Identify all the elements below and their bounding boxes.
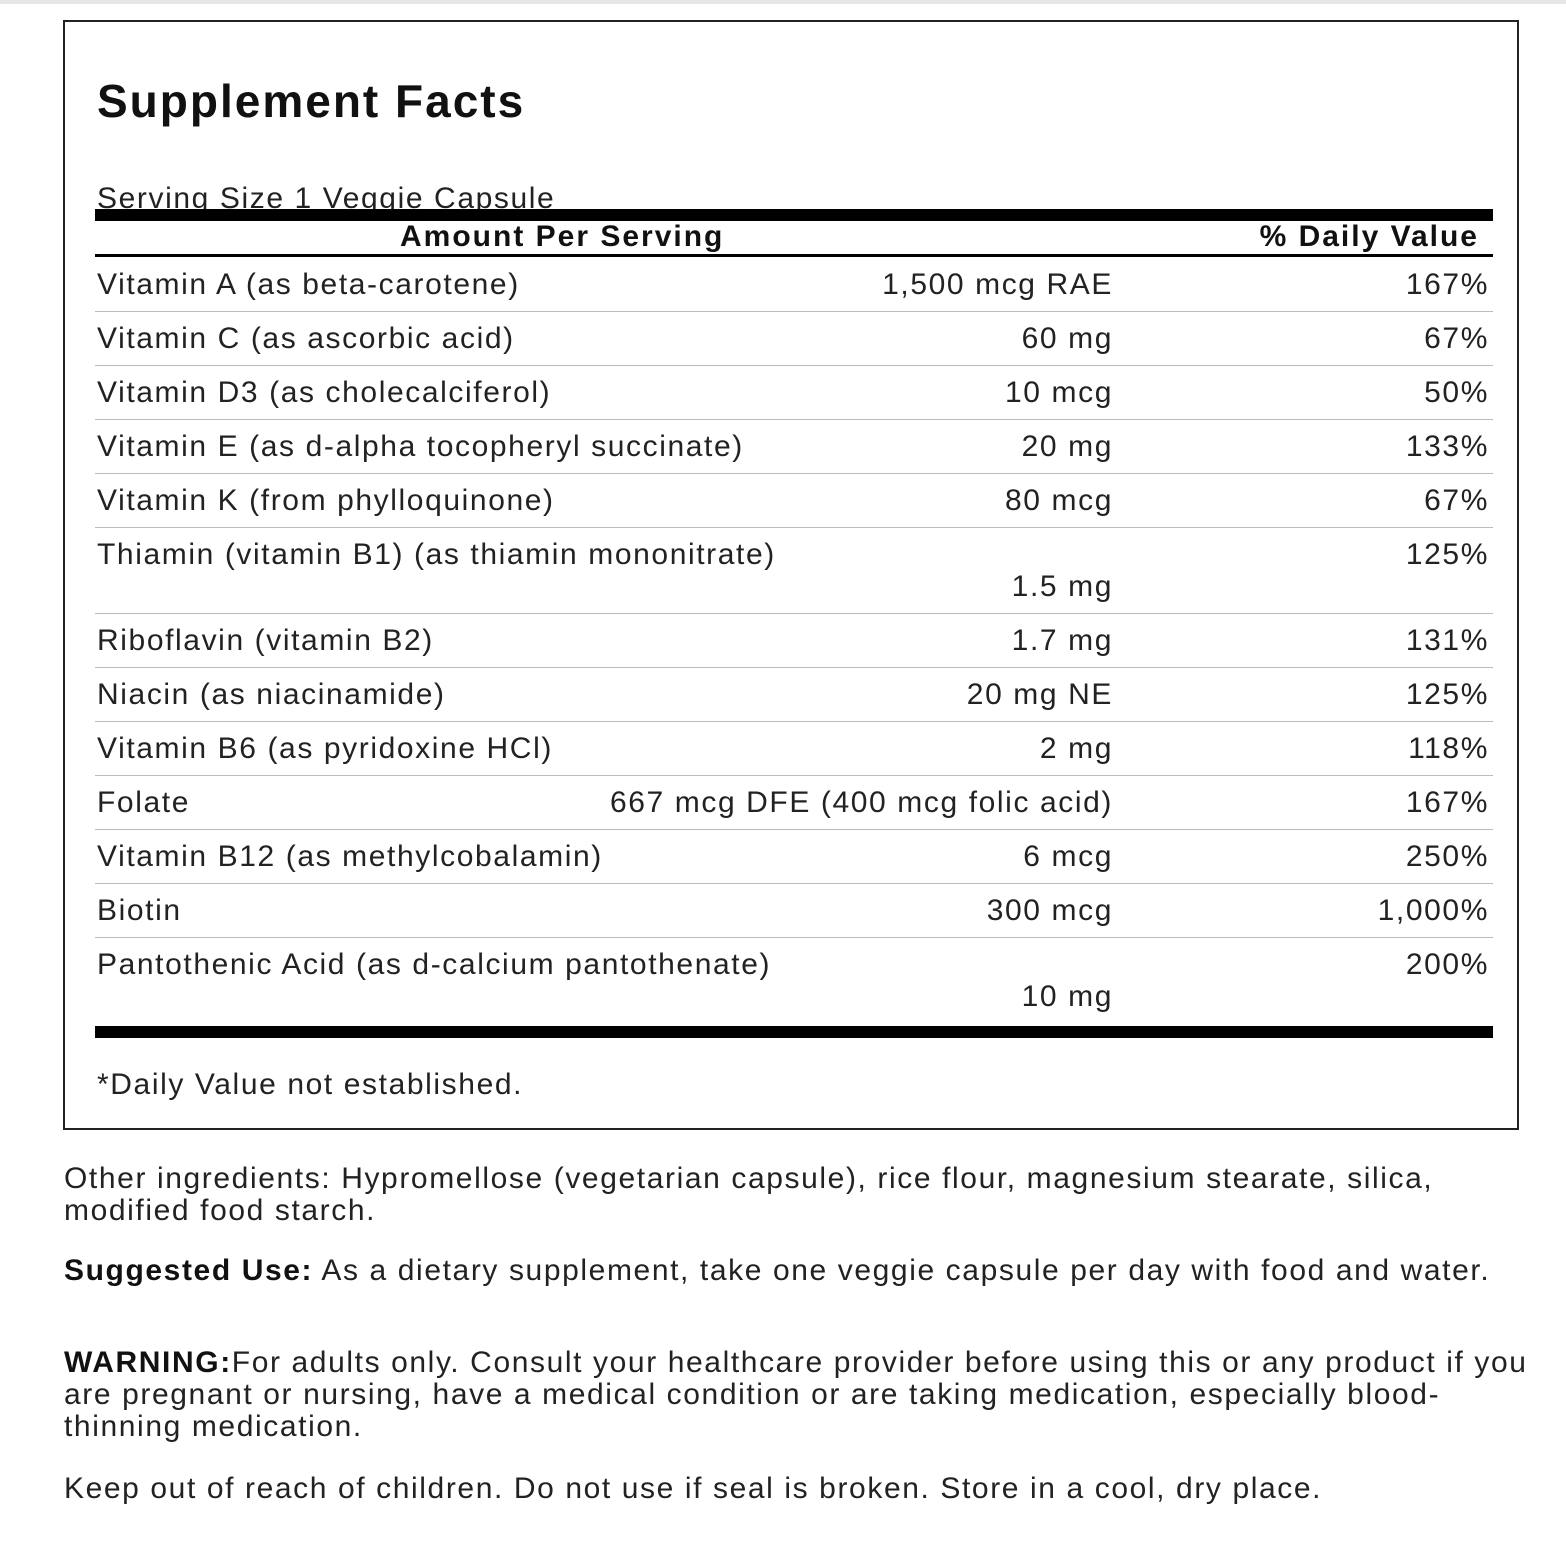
- nutrient-amount: 10 mcg: [1005, 376, 1113, 409]
- daily-value-header: % Daily Value: [1259, 220, 1479, 253]
- nutrient-name: Riboflavin (vitamin B2): [97, 624, 434, 657]
- other-ingredients: Other ingredients: Hypromellose (vegetar…: [64, 1162, 1434, 1227]
- suggested-use: Suggested Use: As a dietary supplement, …: [64, 1255, 1534, 1287]
- panel-title: Supplement Facts: [97, 75, 526, 127]
- nutrient-name: Niacin (as niacinamide): [97, 678, 446, 711]
- table-header: Amount Per Serving % Daily Value: [95, 220, 1493, 257]
- nutrient-name: Folate: [97, 786, 190, 819]
- nutrient-daily-value: 167%: [1405, 268, 1489, 301]
- table-row: Biotin 300 mcg 1,000%: [95, 884, 1493, 938]
- table-row: Riboflavin (vitamin B2) 1.7 mg 131%: [95, 614, 1493, 668]
- amount-header: Amount Per Serving: [400, 220, 725, 253]
- nutrient-amount: 10 mg: [1021, 980, 1113, 1013]
- nutrient-daily-value: 133%: [1405, 430, 1489, 463]
- thick-divider: [95, 1026, 1493, 1038]
- storage-note: Keep out of reach of children. Do not us…: [64, 1472, 1323, 1505]
- nutrient-amount: 6 mcg: [1023, 840, 1113, 873]
- nutrient-amount: 20 mg NE: [966, 678, 1113, 711]
- nutrient-amount: 80 mcg: [1005, 484, 1113, 517]
- nutrient-name: Biotin: [97, 894, 182, 927]
- nutrient-name: Pantothenic Acid (as d-calcium pantothen…: [97, 948, 772, 981]
- nutrient-daily-value: 118%: [1408, 732, 1489, 765]
- nutrient-name: Vitamin C (as ascorbic acid): [97, 322, 515, 355]
- nutrient-amount: 667 mcg DFE (400 mcg folic acid): [609, 786, 1113, 819]
- table-row: Vitamin D3 (as cholecalciferol) 10 mcg 50%: [95, 366, 1493, 420]
- table-row: Niacin (as niacinamide) 20 mg NE 125%: [95, 668, 1493, 722]
- nutrient-name: Vitamin B6 (as pyridoxine HCl): [97, 732, 553, 765]
- nutrient-daily-value: 250%: [1405, 840, 1489, 873]
- warning-label: WARNING:: [64, 1346, 232, 1379]
- nutrient-amount: 1.5 mg: [1011, 570, 1113, 603]
- top-divider: [0, 0, 1566, 4]
- table-row: Vitamin E (as d-alpha tocopheryl succina…: [95, 420, 1493, 474]
- supplement-facts-panel: Supplement Facts Serving Size 1 Veggie C…: [63, 20, 1519, 1130]
- table-row: Pantothenic Acid (as d-calcium pantothen…: [95, 938, 1493, 1024]
- nutrient-daily-value: 67%: [1424, 322, 1489, 355]
- nutrient-name: Vitamin D3 (as cholecalciferol): [97, 376, 552, 409]
- warning-text: For adults only. Consult your healthcare…: [64, 1346, 1528, 1443]
- nutrient-amount: 60 mg: [1021, 322, 1113, 355]
- table-row: Vitamin B6 (as pyridoxine HCl) 2 mg 118%: [95, 722, 1493, 776]
- nutrient-name: Thiamin (vitamin B1) (as thiamin mononit…: [97, 538, 776, 571]
- table-row: Thiamin (vitamin B1) (as thiamin mononit…: [95, 528, 1493, 614]
- nutrient-daily-value: 125%: [1405, 678, 1489, 711]
- nutrient-name: Vitamin A (as beta-carotene): [97, 268, 520, 301]
- table-row: Vitamin B12 (as methylcobalamin) 6 mcg 250…: [95, 830, 1493, 884]
- nutrient-daily-value: 1,000%: [1377, 894, 1489, 927]
- footnote: *Daily Value not established.: [97, 1068, 524, 1101]
- thick-divider: [95, 209, 1493, 221]
- table-row: Vitamin K (from phylloquinone) 80 mcg 67%: [95, 474, 1493, 528]
- table-row: Folate 667 mcg DFE (400 mcg folic acid) 16…: [95, 776, 1493, 830]
- nutrient-amount: 2 mg: [1039, 732, 1113, 765]
- table-row: Vitamin A (as beta-carotene) 1,500 mcg RA…: [95, 258, 1493, 312]
- suggested-use-text: As a dietary supplement, take one veggie…: [313, 1254, 1491, 1287]
- nutrient-daily-value: 67%: [1424, 484, 1489, 517]
- nutrient-daily-value: 167%: [1405, 786, 1489, 819]
- nutrient-name: Vitamin K (from phylloquinone): [97, 484, 555, 517]
- table-row: Vitamin C (as ascorbic acid) 60 mg 67%: [95, 312, 1493, 366]
- nutrient-amount: 1,500 mcg RAE: [882, 268, 1113, 301]
- nutrient-name: Vitamin E (as d-alpha tocopheryl succina…: [97, 430, 744, 463]
- nutrient-name: Vitamin B12 (as methylcobalamin): [97, 840, 603, 873]
- nutrient-daily-value: 131%: [1405, 624, 1489, 657]
- nutrient-amount: 1.7 mg: [1011, 624, 1113, 657]
- warning: WARNING:For adults only. Consult your he…: [64, 1347, 1534, 1443]
- nutrient-daily-value: 200%: [1405, 948, 1489, 981]
- suggested-use-label: Suggested Use:: [64, 1254, 314, 1287]
- nutrient-daily-value: 50%: [1424, 376, 1489, 409]
- nutrient-table: Vitamin A (as beta-carotene) 1,500 mcg RA…: [95, 258, 1493, 1024]
- nutrient-daily-value: 125%: [1405, 538, 1489, 571]
- nutrient-amount: 300 mcg: [986, 894, 1113, 927]
- nutrient-amount: 20 mg: [1021, 430, 1113, 463]
